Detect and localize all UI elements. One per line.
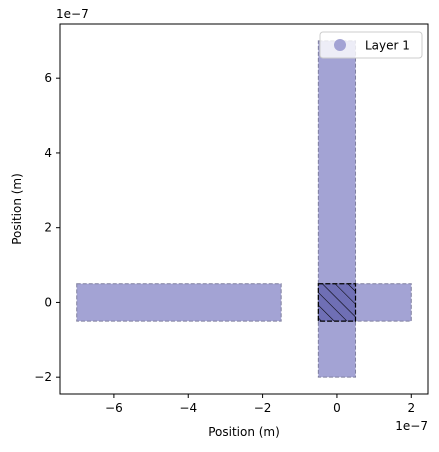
y-offset-label: 1e−7 <box>56 7 89 21</box>
axes-frame <box>59 23 429 395</box>
y-axis-label: Position (m) <box>10 173 24 245</box>
legend: Layer 1 <box>319 31 423 59</box>
overlap-region-outline <box>317 283 357 322</box>
x-tick-label: −2 <box>254 401 272 415</box>
y-tick-label: 4 <box>44 146 52 160</box>
x-axis-label: Position (m) <box>208 425 280 439</box>
x-tick-label: 2 <box>407 401 415 415</box>
shapes-layer <box>76 40 412 378</box>
x-tick-label: 0 <box>333 401 341 415</box>
legend-entry-label: Layer 1 <box>365 39 410 53</box>
legend-box <box>319 31 423 59</box>
y-tick-label: 6 <box>44 71 52 85</box>
overlap-region-hatch <box>318 283 356 322</box>
legend-marker <box>334 39 346 51</box>
shape-left-arm <box>76 283 282 322</box>
ticks-layer: −6 −4 −2 0 2 −2 0 2 4 6 <box>34 71 415 415</box>
y-tick-label: 2 <box>44 221 52 235</box>
y-tick-label: 0 <box>44 295 52 309</box>
y-tick-label: −2 <box>34 370 52 384</box>
x-tick-label: −6 <box>105 401 123 415</box>
x-offset-label: 1e−7 <box>395 419 428 433</box>
x-tick-label: −4 <box>179 401 197 415</box>
shape-vertical-arm <box>317 40 357 378</box>
